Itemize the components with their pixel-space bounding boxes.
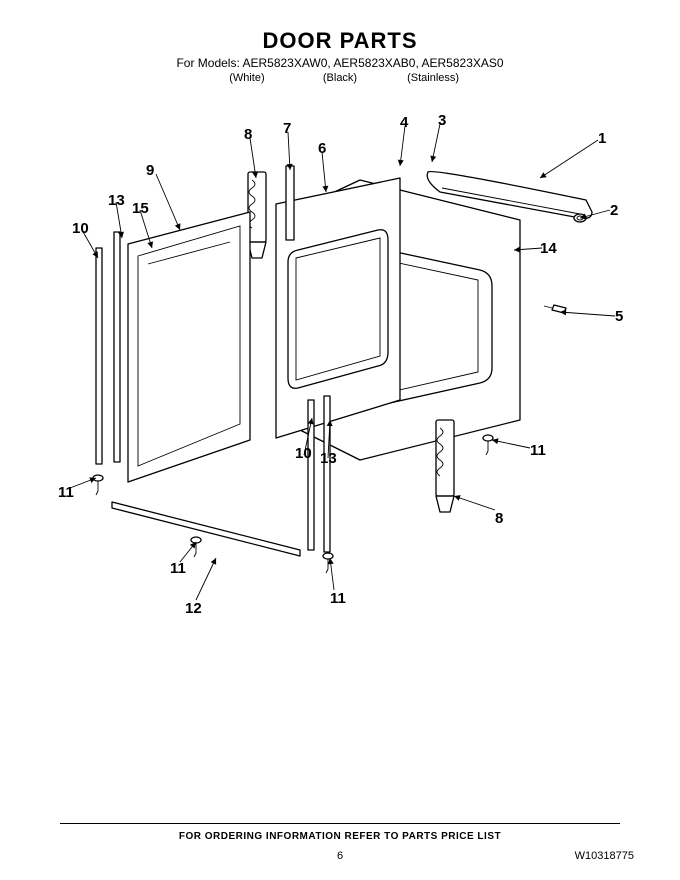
part-hinge-bottom	[436, 420, 454, 512]
callout-15: 15	[132, 200, 149, 217]
variants-line: (White) (Black) (Stainless)	[0, 72, 680, 84]
footer-text: FOR ORDERING INFORMATION REFER TO PARTS …	[0, 831, 680, 842]
document-id: W10318775	[575, 850, 634, 862]
model-0: AER5823XAW0	[242, 56, 327, 70]
callout-11: 11	[530, 442, 546, 459]
callout-13: 13	[320, 450, 337, 467]
models-line: For Models: AER5823XAW0, AER5823XAB0, AE…	[0, 56, 680, 70]
part-trim-left-a	[96, 248, 102, 464]
variant-2: (Stainless)	[388, 72, 478, 84]
callout-14: 14	[540, 240, 557, 257]
callout-11: 11	[330, 590, 346, 607]
page-title: DOOR PARTS	[0, 28, 680, 54]
callout-5: 5	[615, 308, 623, 325]
callout-8: 8	[244, 126, 252, 143]
callout-12: 12	[185, 600, 202, 617]
callout-8: 8	[495, 510, 503, 527]
exploded-diagram: 12345678891010111111111213131415	[40, 100, 640, 720]
model-2: AER5823XAS0	[422, 56, 504, 70]
page: DOOR PARTS For Models: AER5823XAW0, AER5…	[0, 0, 680, 880]
variant-0: (White)	[202, 72, 292, 84]
models-prefix: For Models:	[176, 56, 239, 70]
callout-13: 13	[108, 192, 125, 209]
part-trim-mid-b	[324, 396, 330, 552]
callout-7: 7	[283, 120, 291, 137]
part-screw-11d	[483, 435, 493, 455]
diagram-svg	[40, 100, 640, 720]
callout-3: 3	[438, 112, 446, 129]
part-bottom-rail	[112, 502, 300, 556]
callout-9: 9	[146, 162, 154, 179]
footer-rule	[60, 823, 620, 824]
callout-10: 10	[295, 445, 312, 462]
callout-2: 2	[610, 202, 618, 219]
callout-11: 11	[170, 560, 186, 577]
part-trim-7	[286, 166, 294, 240]
callout-11: 11	[58, 484, 74, 501]
model-1: AER5823XAB0	[333, 56, 415, 70]
part-outer-glass	[128, 212, 250, 482]
part-hinge-top	[248, 172, 266, 258]
callout-1: 1	[598, 130, 606, 147]
part-trim-left-b	[114, 232, 120, 462]
callout-4: 4	[400, 114, 408, 131]
callout-6: 6	[318, 140, 326, 157]
variant-1: (Black)	[295, 72, 385, 84]
callout-10: 10	[72, 220, 89, 237]
